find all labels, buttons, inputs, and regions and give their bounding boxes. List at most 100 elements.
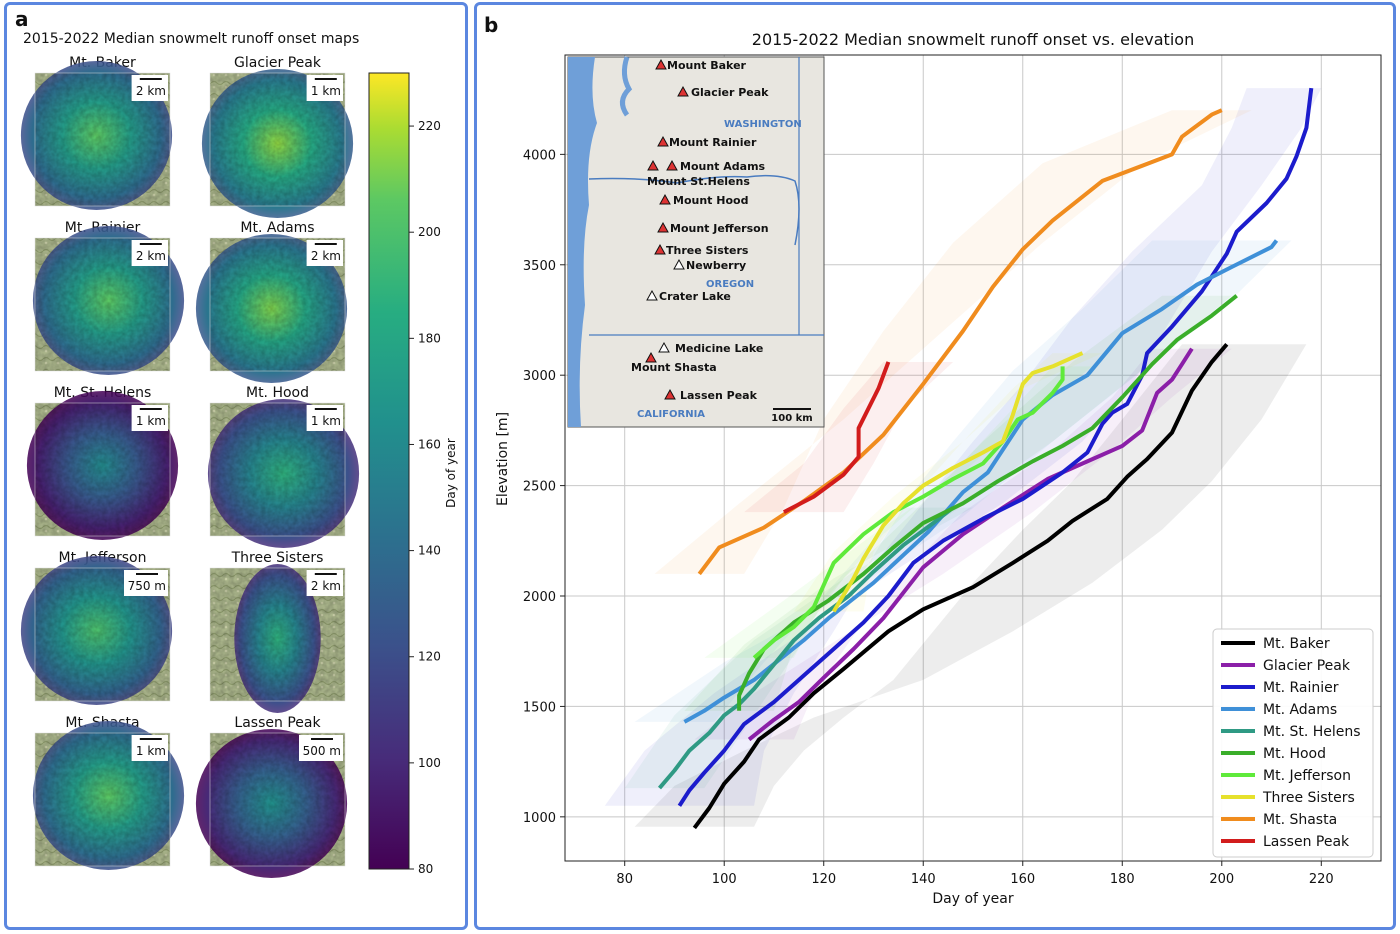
map-scale-label: 2 km — [311, 579, 341, 593]
map-mt-adams: Mt. Adams 2 km — [195, 220, 348, 383]
map-scale-label: 500 m — [303, 744, 341, 758]
map-mt-rainier: Mt. Rainier2 km — [32, 220, 185, 375]
line-three-sisters — [831, 351, 1084, 613]
line-mt-jefferson — [752, 366, 1065, 660]
map-scale-label: 1 km — [136, 744, 166, 758]
line-mt-shasta — [697, 108, 1223, 576]
inset-peak-label: Mount Adams — [680, 160, 766, 173]
legend-label: Mt. Shasta — [1263, 812, 1337, 828]
x-axis-ticks: 80 100 120 140 160 180 200 220 — [616, 861, 1334, 887]
map-mt-shasta: Mt. Shasta1 km — [32, 715, 185, 870]
line-mt-st-helens — [657, 506, 955, 790]
legend-label: Mt. St. Helens — [1263, 724, 1361, 740]
inset-peak-marker — [673, 258, 685, 270]
inset-peak-marker — [645, 351, 657, 363]
y-tick-label: 2500 — [523, 480, 556, 495]
map-mt-baker: Mt. Baker2 km — [20, 55, 173, 210]
map-mt-jefferson: Mt. Jefferson750 m — [20, 550, 173, 705]
inset-peak-label: Lassen Peak — [680, 389, 758, 402]
inset-peak-label: Crater Lake — [659, 290, 731, 303]
map-title: Glacier Peak — [234, 55, 322, 71]
colorbar-tick-label: 180 — [418, 331, 441, 345]
map-title: Lassen Peak — [234, 715, 321, 731]
map-title: Three Sisters — [231, 550, 324, 566]
map-scale-label: 2 km — [136, 84, 166, 98]
inset-peak-marker — [664, 388, 676, 400]
inset-peak-marker — [654, 243, 666, 255]
inset-peak-marker — [646, 289, 658, 301]
inset-peak-label: Newberry — [686, 259, 746, 272]
band-glacier-peak — [694, 348, 1232, 740]
legend: Mt. Baker Glacier Peak Mt. Rainier Mt. Adam… — [1212, 628, 1374, 858]
series-lines — [657, 87, 1314, 830]
x-tick-label: 140 — [911, 872, 936, 887]
x-tick-label: 160 — [1010, 872, 1035, 887]
map-title: Mt. Hood — [246, 385, 309, 401]
y-tick-label: 3000 — [523, 369, 556, 384]
colorbar-tick-label: 140 — [418, 544, 441, 558]
legend-label: Mt. Adams — [1263, 702, 1337, 718]
map-scale-label: 2 km — [311, 249, 341, 263]
inset-map: Mount Baker Glacier Peak Mount Rainier Moun… — [567, 56, 825, 428]
map-mt-st-helens: Mt. St. Helens1 km — [26, 385, 179, 540]
inset-columbia-river — [588, 174, 800, 246]
colorbar-tick-label: 100 — [418, 756, 441, 770]
inset-state-washington: WASHINGTON — [724, 119, 802, 130]
line-mt-rainier — [677, 87, 1314, 807]
inset-ocean — [568, 57, 597, 427]
x-axis-label: Day of year — [932, 891, 1014, 907]
inset-state-oregon: OREGON — [706, 279, 754, 290]
x-tick-label: 200 — [1209, 872, 1234, 887]
inset-peak-label: Mount Hood — [673, 194, 748, 207]
map-scale-label: 1 km — [311, 84, 341, 98]
inset-peak-label: Three Sisters — [666, 244, 749, 257]
inset-peak-marker — [677, 85, 689, 97]
maps-grid: Mt. Baker2 km Glacier Peak 1 km Mt. Rainier… — [20, 55, 360, 878]
band-mt-rainier — [604, 88, 1322, 806]
legend-label: Three Sisters — [1262, 790, 1355, 806]
panel-a: a 2015-2022 Med — [4, 2, 468, 930]
colorbar-label: Day of year — [444, 438, 458, 508]
y-tick-label: 4000 — [523, 148, 556, 163]
legend-label: Mt. Hood — [1263, 746, 1326, 762]
panel-b: b 2015-2022 Median snowmelt runoff onset… — [474, 2, 1396, 930]
band-mt-st-helens — [624, 507, 973, 789]
line-lassen-peak — [782, 361, 891, 514]
inset-peak-label: Mount Shasta — [631, 361, 717, 374]
plot-frame — [564, 54, 1382, 862]
inset-peak-label: Glacier Peak — [691, 86, 769, 99]
x-tick-label: 120 — [811, 872, 836, 887]
y-tick-label: 3500 — [523, 259, 556, 274]
colorbar-scale — [368, 72, 410, 870]
line-mt-baker — [692, 343, 1229, 830]
band-mt-adams — [634, 240, 1292, 722]
colorbar-tick-label: 200 — [418, 225, 441, 239]
legend-label: Glacier Peak — [1263, 658, 1351, 674]
colorbar-tick-label: 220 — [418, 119, 441, 133]
legend-label: Mt. Baker — [1263, 636, 1330, 652]
map-glacier-peak: Glacier Peak 1 km — [201, 55, 354, 218]
map-title: Mt. Adams — [240, 220, 314, 236]
panel-a-letter: a — [15, 7, 29, 31]
maps-title: 2015-2022 Median snowmelt runoff onset m… — [23, 31, 359, 47]
map-lassen-peak: Lassen Peak 500 m — [195, 715, 348, 878]
band-mt-jefferson — [704, 366, 1093, 658]
inset-peak-marker — [657, 135, 669, 147]
inset-peak-label: Mount St.Helens — [647, 175, 750, 188]
panel-b-letter: b — [484, 13, 499, 37]
inset-peak-marker — [658, 341, 670, 353]
snowmelt-maps-figure: 2015-2022 Median snowmelt runoff onset m… — [20, 31, 458, 878]
colorbar-tick-label: 120 — [418, 650, 441, 664]
inset-map-background — [567, 56, 825, 428]
y-tick-label: 1000 — [523, 811, 556, 826]
inset-puget-sound — [620, 56, 633, 117]
inset-peak-marker — [647, 159, 659, 171]
inset-peak-label: Medicine Lake — [675, 342, 763, 355]
map-three-sisters: Three Sisters 2 km — [209, 550, 346, 713]
legend-label: Lassen Peak — [1263, 834, 1350, 850]
x-tick-label: 220 — [1309, 872, 1334, 887]
inset-peak-label: Mount Baker — [667, 59, 747, 72]
colorbar-tick-label: 160 — [418, 437, 441, 451]
inset-peak-marker — [659, 193, 671, 205]
